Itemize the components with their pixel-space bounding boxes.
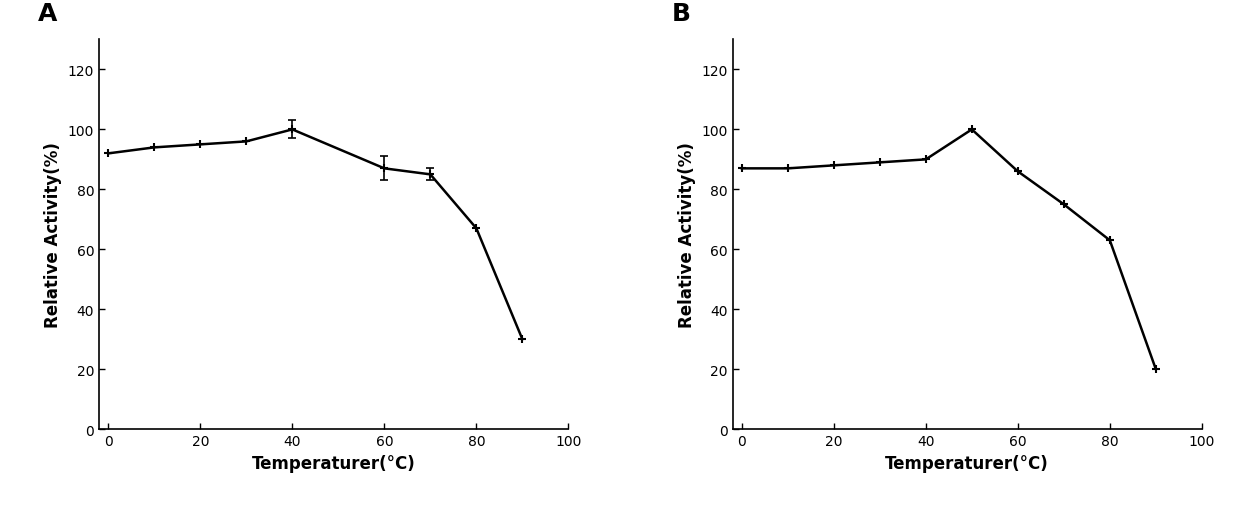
Y-axis label: Relative Activity(%): Relative Activity(%) — [678, 142, 696, 328]
Text: B: B — [672, 2, 690, 25]
X-axis label: Temperaturer(°C): Temperaturer(°C) — [886, 453, 1049, 472]
Text: A: A — [38, 2, 57, 25]
X-axis label: Temperaturer(°C): Temperaturer(°C) — [252, 453, 415, 472]
Y-axis label: Relative Activity(%): Relative Activity(%) — [45, 142, 62, 328]
